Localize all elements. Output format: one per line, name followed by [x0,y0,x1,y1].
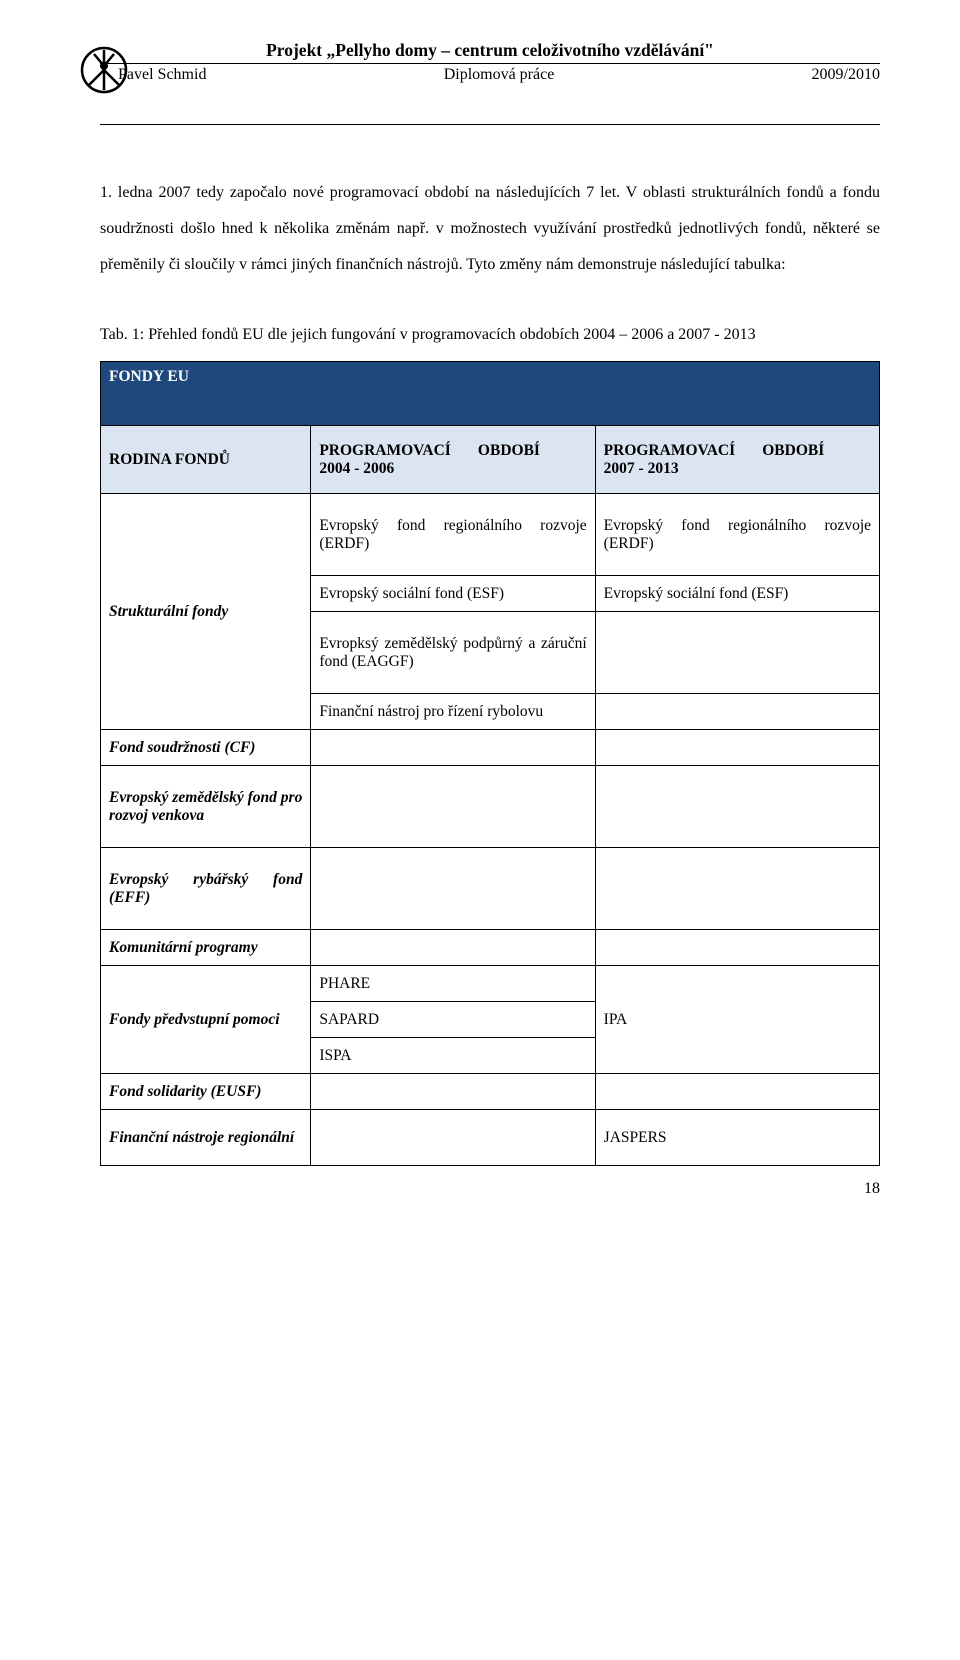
cell: IPA [595,966,879,1074]
cell [311,766,595,848]
doc-type: Diplomová práce [372,66,626,122]
col-header-1-a: PROGRAMOVACÍ [319,442,450,459]
table-row: Strukturální fondy Evropský fond regioná… [101,494,880,576]
cell [595,1074,879,1110]
year: 2009/2010 [626,66,880,122]
row-label: Komunitární programy [101,930,311,966]
cell [595,730,879,766]
cell: JASPERS [595,1110,879,1166]
col-header-2: PROGRAMOVACÍ OBDOBÍ 2007 - 2013 [595,426,879,494]
row-label: Strukturální fondy [101,494,311,730]
table-row: Evropský zemědělský fond pro rozvoj venk… [101,766,880,848]
table-row: Evropský rybářský fond (EFF) [101,848,880,930]
cell [311,930,595,966]
cell: Evropský sociální fond (ESF) [311,576,595,612]
row-label: Fond soudržnosti (CF) [101,730,311,766]
cell [595,930,879,966]
table-row: Fond soudržnosti (CF) [101,730,880,766]
col-header-1-line2: 2004 - 2006 [319,460,394,477]
col-header-2-line2: 2007 - 2013 [604,460,679,477]
header-meta-row: Pavel Schmid Diplomová práce 2009/2010 [100,64,880,125]
cell: Evropksý zemědělský podpůrný a záruční f… [311,612,595,694]
col-header-0: RODINA FONDŮ [101,426,311,494]
cell: SAPARD [311,1002,595,1038]
row-label: Evropský rybářský fond (EFF) [101,848,311,930]
cell: Finanční nástroj pro řízení rybolovu [311,694,595,730]
cell [311,730,595,766]
table-row: Finanční nástroje regionální JASPERS [101,1110,880,1166]
project-title: Projekt „Pellyho domy – centrum celoživo… [100,40,880,64]
row-label: Evropský zemědělský fond pro rozvoj venk… [101,766,311,848]
funds-table: FONDY EU RODINA FONDŮ PROGRAMOVACÍ OBDOB… [100,361,880,1166]
table-row: Fondy předvstupní pomoci PHARE IPA [101,966,880,1002]
cell: Evropský fond regionálního rozvoje (ERDF… [595,494,879,576]
col-header-2-b: OBDOBÍ [762,442,824,459]
table-row: Komunitární programy [101,930,880,966]
table-row: FONDY EU [101,362,880,426]
col-header-1: PROGRAMOVACÍ OBDOBÍ 2004 - 2006 [311,426,595,494]
table-row: RODINA FONDŮ PROGRAMOVACÍ OBDOBÍ 2004 - … [101,426,880,494]
cell: Evropský sociální fond (ESF) [595,576,879,612]
page-number: 18 [100,1180,880,1198]
cell [595,848,879,930]
row-label: Finanční nástroje regionální [101,1110,311,1166]
table-caption: Tab. 1: Přehled fondů EU dle jejich fung… [100,323,880,347]
logo-icon [80,46,128,94]
cell: PHARE [311,966,595,1002]
cell [311,848,595,930]
cell: ISPA [311,1038,595,1074]
cell [311,1074,595,1110]
author-name: Pavel Schmid [100,66,372,122]
cell [311,1110,595,1166]
cell [595,766,879,848]
page-header: Projekt „Pellyho domy – centrum celoživo… [100,40,880,125]
cell: Evropský fond regionálního rozvoje (ERDF… [311,494,595,576]
cell [595,694,879,730]
table-title-cell: FONDY EU [101,362,880,426]
cell [595,612,879,694]
body-paragraph: 1. ledna 2007 tedy započalo nové program… [100,175,880,283]
row-label: Fondy předvstupní pomoci [101,966,311,1074]
col-header-2-a: PROGRAMOVACÍ [604,442,735,459]
row-label: Fond solidarity (EUSF) [101,1074,311,1110]
table-row: Fond solidarity (EUSF) [101,1074,880,1110]
col-header-1-b: OBDOBÍ [478,442,540,459]
